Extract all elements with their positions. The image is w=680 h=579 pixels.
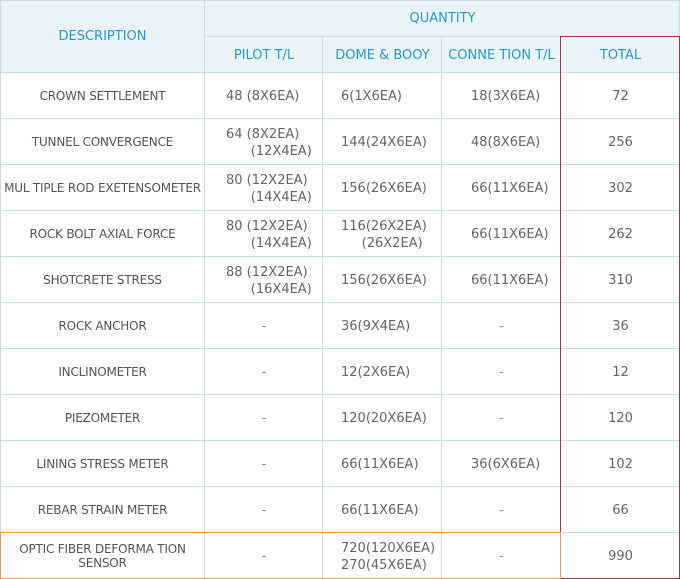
row-dome: 6(1X6EA) xyxy=(341,89,402,104)
grid-hline xyxy=(0,118,680,119)
row-connection: 18(3X6EA) xyxy=(471,89,541,104)
row-description: INCLINOMETER xyxy=(58,365,147,379)
row-dome: 66(11X6EA) xyxy=(341,457,419,472)
grid-vline xyxy=(0,0,1,579)
row-total: 310 xyxy=(608,272,633,288)
row-total: 36 xyxy=(612,318,629,334)
grid-vline xyxy=(204,0,205,579)
grid-hline xyxy=(0,256,680,257)
row-total: 256 xyxy=(608,134,633,150)
grid-vline xyxy=(322,36,323,579)
row-description: ROCK ANCHOR xyxy=(58,319,147,333)
row-total: 72 xyxy=(612,88,629,104)
row-connection: - xyxy=(499,548,504,564)
grid-hline xyxy=(0,72,680,73)
row-description: ROCK BOLT AXIAL FORCE xyxy=(29,227,176,241)
header-dome: DOME & BOOY xyxy=(323,37,442,73)
row-pilot: - xyxy=(261,364,267,380)
header-connection: CONNE TION T/L xyxy=(442,37,561,73)
row-description: REBAR STRAIN METER xyxy=(37,503,168,517)
row-description: MUL TIPLE ROD EXETENSOMETER xyxy=(4,181,201,195)
row-description: SHOTCRETE STRESS xyxy=(43,273,162,287)
header-pilot: PILOT T/L xyxy=(205,37,323,73)
row-total: 66 xyxy=(612,502,629,518)
row-connection: - xyxy=(499,318,504,334)
row-dome: 12(2X6EA) xyxy=(341,365,411,380)
row-connection: 66(11X6EA) xyxy=(471,181,549,196)
row-pilot: 88 (12X2EA) (16X4EA) xyxy=(226,265,312,297)
grid-hline xyxy=(0,394,680,395)
row-connection: - xyxy=(499,364,504,380)
grid-hline xyxy=(0,440,680,441)
row-connection: 66(11X6EA) xyxy=(471,273,549,288)
row-connection: - xyxy=(499,410,504,426)
grid-hline xyxy=(0,486,680,487)
row-pilot: 80 (12X2EA) (14X4EA) xyxy=(226,219,312,251)
row-dome: 120(20X6EA) xyxy=(341,411,427,426)
row-pilot: - xyxy=(261,548,267,564)
row-dome: 720(120X6EA) 270(45X6EA) xyxy=(341,541,436,573)
row-connection: - xyxy=(499,502,504,518)
grid-hline xyxy=(0,164,680,165)
row-connection: 48(8X6EA) xyxy=(471,135,541,150)
row-total: 302 xyxy=(608,180,633,196)
row-pilot: 80 (12X2EA) (14X4EA) xyxy=(226,173,312,205)
row-total: 120 xyxy=(608,410,633,426)
row-total: 262 xyxy=(608,226,633,242)
row-dome: 66(11X6EA) xyxy=(341,503,419,518)
row-dome: 116(26X2EA) (26X2EA) xyxy=(341,219,427,251)
grid-hline xyxy=(0,532,680,533)
row-total: 12 xyxy=(612,364,629,380)
grid-hline xyxy=(0,348,680,349)
header-quantity: QUANTITY xyxy=(205,0,680,36)
header-total: TOTAL xyxy=(561,37,680,73)
row-dome: 156(26X6EA) xyxy=(341,273,427,288)
row-connection: 66(11X6EA) xyxy=(471,227,549,242)
row-description: OPTIC FIBER DEFORMA TION SENSOR xyxy=(19,542,186,570)
grid-hline xyxy=(205,36,680,37)
row-pilot: - xyxy=(261,456,267,472)
row-dome: 144(24X6EA) xyxy=(341,135,427,150)
row-dome: 36(9X4EA) xyxy=(341,319,411,334)
row-dome: 156(26X6EA) xyxy=(341,181,427,196)
row-description: PIEZOMETER xyxy=(64,411,141,425)
row-pilot: - xyxy=(261,318,267,334)
row-description: TUNNEL CONVERGENCE xyxy=(31,135,174,149)
row-total: 102 xyxy=(608,456,633,472)
grid-hline xyxy=(0,302,680,303)
grid-vline xyxy=(441,36,442,579)
row-connection: 36(6X6EA) xyxy=(471,457,541,472)
header-description: DESCRIPTION xyxy=(0,0,205,73)
row-total: 990 xyxy=(608,548,633,564)
row-description: CROWN SETTLEMENT xyxy=(39,89,166,103)
row-description: LINING STRESS METER xyxy=(36,457,169,471)
grid-hline xyxy=(0,0,680,1)
row-pilot: - xyxy=(261,502,267,518)
row-pilot: 64 (8X2EA) (12X4EA) xyxy=(226,127,312,159)
row-pilot: - xyxy=(261,410,267,426)
row-pilot: 48 (8X6EA) xyxy=(226,89,300,104)
grid-hline xyxy=(0,210,680,211)
